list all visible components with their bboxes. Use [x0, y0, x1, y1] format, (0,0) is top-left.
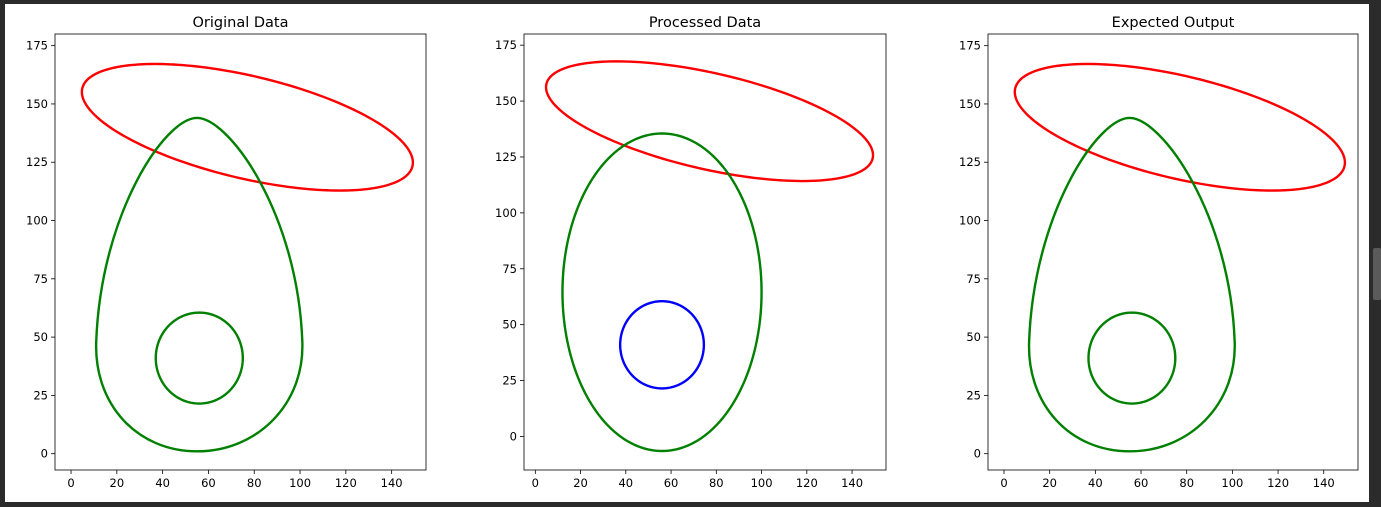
x-tick-label: 0	[532, 476, 539, 490]
x-tick-label: 80	[247, 476, 262, 490]
y-tick-label: 0	[41, 447, 48, 461]
chart-title: Processed Data	[649, 15, 761, 31]
x-tick-label: 80	[1179, 476, 1194, 490]
y-tick-label: 75	[33, 272, 48, 286]
y-tick-label: 175	[959, 39, 981, 53]
series-curve-1	[544, 60, 875, 183]
y-tick-label: 25	[502, 374, 517, 388]
y-tick-label: 150	[959, 97, 981, 111]
plot-frame	[987, 33, 1359, 471]
plot-frame	[523, 33, 887, 471]
x-tick-label: 60	[1134, 476, 1149, 490]
x-tick-label: 120	[796, 476, 818, 490]
y-tick-label: 175	[495, 38, 517, 52]
series-curve-1	[1013, 62, 1347, 192]
y-tick-label: 100	[26, 214, 48, 228]
x-tick-label: 20	[573, 476, 588, 490]
x-tick-label: 0	[67, 476, 74, 490]
x-tick-label: 100	[289, 476, 311, 490]
x-tick-label: 140	[841, 476, 863, 490]
figure-canvas: Original Data 0 20 40 60 80 100 120 140 0 25 50 75 10…	[5, 4, 1369, 502]
x-tick-label: 120	[335, 476, 357, 490]
y-tick-label: 125	[495, 150, 517, 164]
chart-title: Expected Output	[1112, 15, 1235, 31]
x-tick-label: 140	[381, 476, 403, 490]
y-tick-label: 50	[966, 330, 981, 344]
x-tick-label: 100	[751, 476, 773, 490]
x-tick-label: 100	[1221, 476, 1243, 490]
y-tick-label: 50	[33, 330, 48, 344]
x-tick-label: 40	[1088, 476, 1103, 490]
y-tick-label: 175	[26, 39, 48, 53]
y-tick-label: 150	[26, 97, 48, 111]
chart-panel-2: Processed Data 0 20 40 60 80 100 120 140 0 25 50 75 1…	[495, 15, 887, 490]
series-curve-2	[1027, 116, 1236, 453]
y-tick-label: 100	[959, 214, 981, 228]
x-tick-label: 120	[1267, 476, 1289, 490]
series-curve-3	[154, 311, 244, 405]
series-curve-2	[561, 132, 763, 453]
chart-title: Original Data	[193, 15, 289, 31]
x-tick-label: 40	[618, 476, 633, 490]
chart-panel-1: Original Data 0 20 40 60 80 100 120 140 0 25 50 75 10…	[26, 15, 427, 490]
y-tick-label: 0	[510, 429, 517, 443]
x-tick-label: 60	[201, 476, 216, 490]
plot-frame	[54, 33, 427, 471]
y-tick-label: 100	[495, 206, 517, 220]
series-curve-3	[1087, 311, 1177, 405]
figure-svg: Original Data 0 20 40 60 80 100 120 140 0 25 50 75 10…	[26, 15, 1359, 490]
x-tick-label: 20	[1042, 476, 1057, 490]
y-tick-label: 125	[959, 155, 981, 169]
y-tick-label: 75	[502, 262, 517, 276]
x-tick-label: 20	[110, 476, 125, 490]
y-tick-label: 125	[26, 155, 48, 169]
x-tick-label: 40	[155, 476, 170, 490]
y-tick-label: 25	[966, 388, 981, 402]
scrollbar-thumb[interactable]	[1373, 248, 1381, 300]
chart-panel-3: Expected Output 0 20 40 60 80 100 120 140 0 25 50 75…	[959, 15, 1359, 490]
series-curve-2	[95, 116, 304, 453]
y-tick-label: 75	[966, 272, 981, 286]
y-tick-label: 50	[502, 318, 517, 332]
y-tick-label: 25	[33, 388, 48, 402]
x-tick-label: 0	[1000, 476, 1007, 490]
series-curve-1	[80, 62, 415, 192]
series-curve-3	[618, 299, 706, 390]
x-tick-label: 80	[709, 476, 724, 490]
x-tick-label: 140	[1313, 476, 1335, 490]
x-tick-label: 60	[664, 476, 679, 490]
y-tick-label: 0	[974, 447, 981, 461]
y-tick-label: 150	[495, 94, 517, 108]
